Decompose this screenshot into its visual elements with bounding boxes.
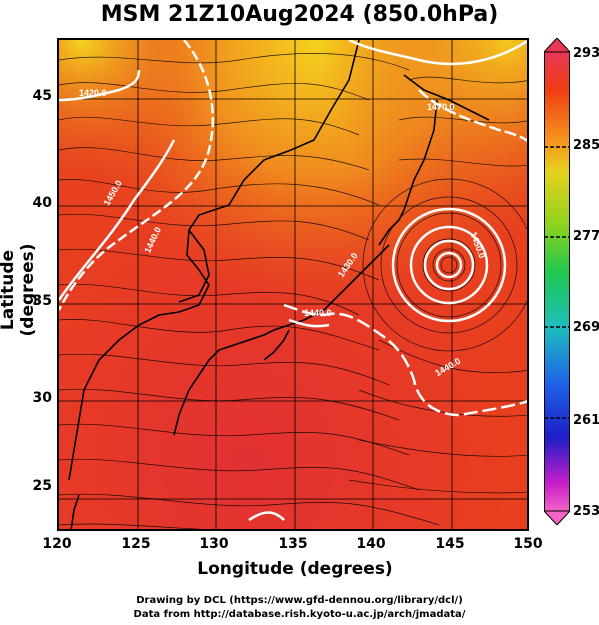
colorbar-label: 277 bbox=[573, 229, 599, 244]
colorbar-label: 285 bbox=[573, 138, 599, 153]
colorbar bbox=[544, 38, 570, 525]
contour-label: 1420.0 bbox=[79, 88, 107, 98]
x-tick-label: 125 bbox=[121, 536, 151, 552]
x-tick-label: 145 bbox=[435, 536, 465, 552]
credits: Drawing by DCL (https://www.gfd-dennou.o… bbox=[0, 594, 599, 622]
contour-label: 1470.0 bbox=[427, 102, 455, 112]
colorbar-label: 253 bbox=[573, 504, 599, 519]
height-contours bbox=[59, 40, 527, 522]
map-title: MSM 21Z10Aug2024 (850.0hPa) bbox=[100, 2, 499, 27]
colorbar-label: 293 bbox=[573, 46, 599, 61]
x-tick-label: 135 bbox=[278, 536, 308, 552]
colorbar-label: 261 bbox=[573, 413, 599, 428]
x-tick-label: 120 bbox=[42, 536, 72, 552]
x-axis-label: Longitude (degrees) bbox=[197, 559, 393, 579]
streamlines bbox=[59, 53, 527, 529]
colorbar-bottom-arrow bbox=[544, 510, 570, 525]
map-panel: 1450.0 1470.0 1440.0 1450.0 1430.0 1440.… bbox=[57, 38, 529, 531]
colorbar-label: 269 bbox=[573, 320, 599, 335]
colorbar-gradient bbox=[544, 51, 570, 512]
x-tick-label: 130 bbox=[199, 536, 229, 552]
y-tick-label: 40 bbox=[32, 195, 52, 211]
y-tick-label: 30 bbox=[32, 390, 52, 406]
y-tick-label: 45 bbox=[32, 88, 52, 104]
temperature-field bbox=[59, 40, 527, 529]
y-tick-label: 35 bbox=[32, 293, 52, 309]
x-tick-label: 150 bbox=[513, 536, 543, 552]
contour-label: 1440.0 bbox=[304, 308, 332, 318]
colorbar-top-arrow bbox=[544, 38, 570, 53]
x-tick-label: 140 bbox=[356, 536, 386, 552]
gridlines bbox=[59, 40, 527, 529]
y-axis-label: Latitude (degrees) bbox=[0, 243, 38, 337]
credits-line-2: Data from http://database.rish.kyoto-u.a… bbox=[133, 609, 466, 620]
y-tick-label: 25 bbox=[32, 478, 52, 494]
credits-line-1: Drawing by DCL (https://www.gfd-dennou.o… bbox=[136, 595, 463, 606]
